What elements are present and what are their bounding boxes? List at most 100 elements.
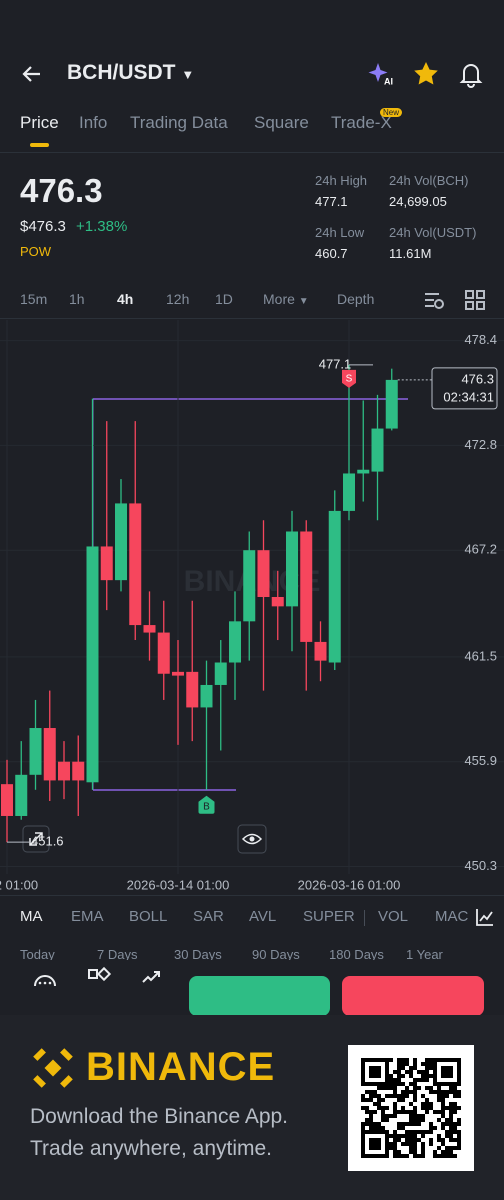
qr-module: [409, 1142, 413, 1146]
y-tick-label: 455.9: [464, 753, 497, 768]
indicator-tab[interactable]: MACD: [435, 908, 469, 925]
tab-trading-data[interactable]: Trading Data: [130, 113, 228, 132]
tab-trade-x[interactable]: Trade-X: [331, 113, 392, 132]
range-tab[interactable]: 7 Days: [97, 947, 138, 960]
qr-module: [405, 1086, 409, 1090]
qr-module: [437, 1118, 441, 1122]
tab-price[interactable]: Price: [20, 113, 59, 132]
qr-module: [413, 1062, 417, 1066]
pair-title[interactable]: BCH/USDT ▼: [67, 61, 194, 85]
qr-module: [445, 1090, 449, 1094]
qr-module: [393, 1110, 397, 1114]
indicator-tab[interactable]: SAR: [193, 908, 224, 925]
range-tab[interactable]: 1 Year: [406, 947, 443, 960]
buy-button[interactable]: [189, 976, 330, 1015]
qr-module: [397, 1062, 401, 1066]
layout-icon[interactable]: [464, 289, 486, 311]
favorite-star[interactable]: [412, 60, 440, 88]
eye-pupil: [249, 836, 255, 842]
tab-info[interactable]: Info: [79, 113, 108, 132]
indicator-settings[interactable]: [474, 906, 496, 928]
qr-module: [413, 1082, 417, 1086]
depth-tab[interactable]: Depth: [337, 291, 375, 307]
promo-footer: BINANCE Download the Binance App. Trade …: [0, 1015, 504, 1200]
qr-module: [413, 1058, 417, 1062]
qr-module: [385, 1106, 389, 1110]
range-tab[interactable]: 180 Days: [329, 947, 384, 960]
qr-module: [441, 1114, 445, 1118]
qr-module: [409, 1114, 413, 1118]
qr-module: [401, 1122, 405, 1126]
share-icon[interactable]: [140, 966, 166, 986]
qr-module: [449, 1118, 453, 1122]
indicator-tab[interactable]: EMA: [71, 908, 104, 925]
qr-module: [425, 1078, 429, 1082]
qr-module: [401, 1106, 405, 1110]
range-tab[interactable]: 30 Days: [174, 947, 222, 960]
sell-button[interactable]: [342, 976, 484, 1015]
x-tick-label: 2026-03-16 01:00: [298, 877, 401, 892]
qr-module: [425, 1070, 429, 1074]
qr-module: [417, 1122, 421, 1126]
countdown: 02:34:31: [443, 389, 494, 404]
qr-module: [409, 1138, 413, 1142]
interval[interactable]: 12h: [166, 291, 190, 307]
qr-module: [449, 1154, 453, 1158]
indicator-tab[interactable]: AVL: [249, 908, 277, 925]
qr-code: [361, 1058, 461, 1158]
interval[interactable]: 1h: [69, 291, 85, 307]
tag[interactable]: POW: [20, 244, 52, 259]
y-tick-label: 450.3: [464, 858, 497, 873]
qr-module: [433, 1126, 437, 1130]
ai-icon[interactable]: AI: [366, 60, 394, 88]
qr-finder: [361, 1130, 389, 1158]
range-tab[interactable]: Today: [20, 947, 55, 960]
more-icon[interactable]: [32, 968, 58, 988]
qr-module: [365, 1106, 369, 1110]
candle-body: [29, 728, 42, 775]
interval-more[interactable]: More ▼: [263, 291, 309, 307]
chart-settings-icon[interactable]: [423, 289, 445, 311]
bell-icon[interactable]: [457, 60, 485, 88]
qr-module: [457, 1118, 461, 1122]
tab-square[interactable]: Square: [254, 113, 309, 132]
indicator-tab[interactable]: MA: [20, 908, 43, 925]
indicator-tab[interactable]: VOL: [378, 908, 409, 925]
indicator-tab[interactable]: SUPER: [303, 908, 355, 925]
qr-module: [393, 1106, 397, 1110]
qr-module: [429, 1142, 433, 1146]
interval[interactable]: 15m: [20, 291, 48, 307]
qr-module: [441, 1094, 445, 1098]
qr-module: [381, 1098, 385, 1102]
more-label: More: [263, 291, 295, 307]
qr-module: [401, 1090, 405, 1094]
qr-module: [409, 1146, 413, 1150]
interval-active[interactable]: 4h: [117, 291, 134, 307]
qr-module: [401, 1134, 405, 1138]
indicator-tab[interactable]: BOLL: [129, 908, 168, 925]
qr-module: [393, 1130, 397, 1134]
buy-marker-bg: [198, 795, 215, 814]
interval[interactable]: 1D: [215, 291, 233, 307]
qr-module: [369, 1098, 373, 1102]
qr-module: [445, 1146, 449, 1150]
sell-marker: S: [346, 374, 353, 385]
qr-module: [421, 1130, 425, 1134]
qr-module: [369, 1094, 373, 1098]
grid-icon[interactable]: [86, 966, 112, 986]
qr-module: [437, 1090, 441, 1094]
qr-module: [425, 1102, 429, 1106]
qr-module: [437, 1146, 441, 1150]
qr-module: [361, 1094, 365, 1098]
candle-body: [58, 761, 70, 781]
qr-module: [409, 1122, 413, 1126]
qr-module: [449, 1106, 453, 1110]
back-button[interactable]: [20, 62, 44, 86]
qr-module: [413, 1066, 417, 1070]
qr-module: [389, 1134, 393, 1138]
indicator-bar: MA EMA BOLL SAR AVL SUPER VOL MACD: [0, 908, 504, 928]
candle-body: [243, 550, 256, 622]
range-tab[interactable]: 90 Days: [252, 947, 300, 960]
tab-indicator: [30, 143, 49, 147]
qr-module: [425, 1106, 429, 1110]
